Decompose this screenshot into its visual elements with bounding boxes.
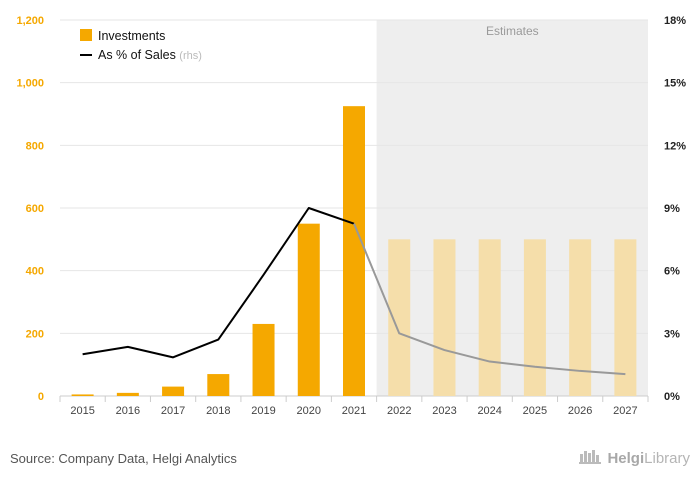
y-tick-right: 15%: [664, 78, 686, 90]
x-tick-label: 2021: [342, 405, 366, 417]
y-tick-left: 400: [26, 266, 44, 278]
y-tick-right: 6%: [664, 266, 680, 278]
legend-label-sales-pct: As % of Sales (rhs): [98, 48, 202, 62]
source-note: Source: Company Data, Helgi Analytics: [10, 451, 237, 466]
y-tick-right: 12%: [664, 140, 686, 152]
bar-investments: [71, 394, 94, 396]
legend-rhs-suffix: (rhs): [179, 50, 202, 62]
legend-label-investments: Investments: [98, 29, 165, 43]
y-tick-left: 1,000: [16, 78, 44, 90]
bar-investments: [207, 374, 230, 396]
x-tick-label: 2022: [387, 405, 411, 417]
brand-name-bold: Helgi: [607, 449, 645, 467]
bar-estimate: [478, 239, 501, 396]
bar-estimate: [433, 239, 456, 396]
x-tick-label: 2015: [70, 405, 94, 417]
bar-investments: [116, 392, 139, 396]
y-tick-left: 0: [38, 391, 44, 403]
line-sales-pct-estimate: [353, 223, 626, 376]
x-tick-label: 2016: [116, 405, 140, 417]
y-tick-right: 18%: [664, 15, 686, 27]
legend-swatch-investments: [80, 29, 92, 41]
y-tick-right: 3%: [664, 328, 680, 340]
bar-estimate: [523, 239, 546, 396]
bar-estimate: [569, 239, 592, 396]
x-tick-label: 2017: [161, 405, 185, 417]
y-tick-right: 0%: [664, 391, 680, 403]
y-tick-right: 9%: [664, 203, 680, 215]
brand-name-light: Library: [644, 449, 690, 467]
x-tick-label: 2023: [432, 405, 456, 417]
y-tick-left: 200: [26, 328, 44, 340]
estimates-label: Estimates: [486, 24, 539, 38]
y-tick-left: 1,200: [16, 15, 44, 27]
bar-estimate: [614, 239, 637, 396]
x-tick-label: 2018: [206, 405, 230, 417]
bar-investments: [343, 106, 365, 397]
x-tick-label: 2019: [251, 405, 275, 417]
brand-logo[interactable]: Helgi Library: [579, 448, 690, 468]
x-tick-label: 2025: [523, 405, 547, 417]
library-icon: [579, 448, 603, 468]
bar-investments: [162, 386, 185, 396]
x-tick-label: 2024: [477, 405, 501, 417]
x-tick-label: 2020: [297, 405, 321, 417]
x-tick-label: 2026: [568, 405, 592, 417]
investments-chart: Estimates 0 0% 200 3% 400 6% 600 9% 800 12% 1,000 15…: [16, 15, 686, 417]
line-sales-pct-actual: [82, 207, 355, 359]
bar-estimate: [388, 239, 411, 396]
x-tick-label: 2027: [613, 405, 637, 417]
y-tick-left: 600: [26, 203, 44, 215]
bar-investments: [252, 323, 275, 396]
y-tick-left: 800: [26, 140, 44, 152]
bar-investments: [297, 223, 320, 396]
